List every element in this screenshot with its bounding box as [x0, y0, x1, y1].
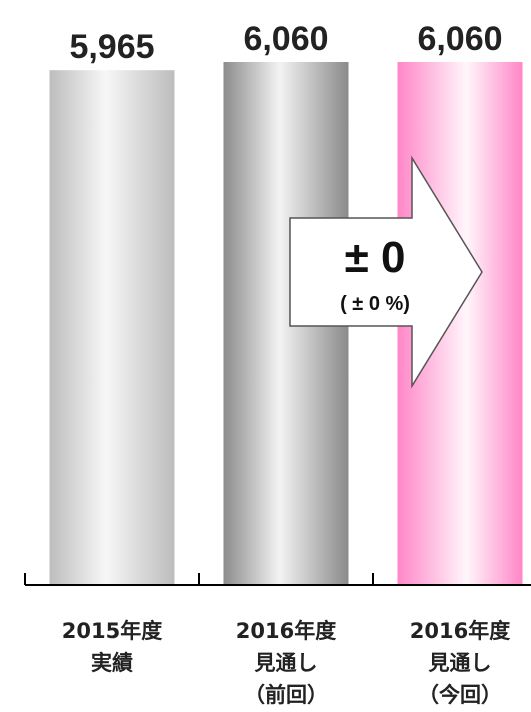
labels-layer: 5,9652015年度実績6,0602016年度見通し（前回）6,0602016…: [62, 20, 510, 707]
category-label-3-line-1: 2016年度: [410, 619, 510, 643]
value-label-1: 5,965: [69, 28, 154, 66]
category-label-1-line-2: 実績: [91, 651, 133, 675]
bars-layer: [49, 62, 523, 585]
value-label-2: 6,060: [243, 20, 328, 58]
value-label-3: 6,060: [417, 20, 502, 58]
change-arrow: ± 0 ( ± 0 %): [289, 155, 483, 389]
bar-1: [49, 70, 175, 585]
category-label-2-line-1: 2016年度: [236, 619, 336, 643]
x-axis: [24, 573, 531, 586]
category-label-2-line-2: 見通し: [255, 651, 318, 675]
category-label-1-line-1: 2015年度: [62, 619, 162, 643]
category-label-2-line-3: （前回）: [244, 683, 328, 707]
change-value-label: ± 0: [345, 233, 406, 282]
change-arrow-shape: [289, 155, 483, 389]
category-label-3-line-2: 見通し: [429, 651, 492, 675]
change-percent-label: ( ± 0 %): [340, 293, 410, 315]
category-label-3-line-3: （今回）: [418, 683, 502, 707]
